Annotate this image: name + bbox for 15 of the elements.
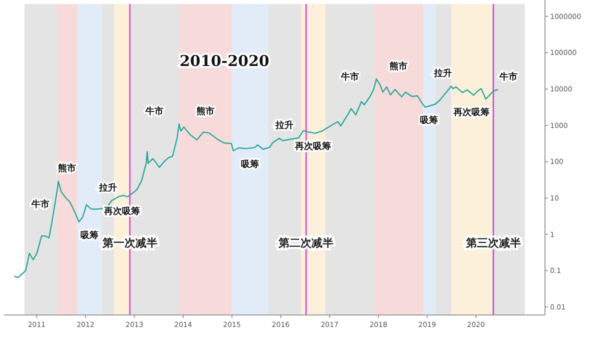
- band-label: 拉升: [274, 120, 294, 131]
- band-label: 熊市: [390, 60, 408, 72]
- band-label: 吸筹: [241, 158, 260, 170]
- band-label: 拉升: [98, 182, 117, 194]
- text: 2010-2020: [180, 52, 270, 70]
- band-label: 熊市: [58, 163, 76, 174]
- band-label: 牛市: [498, 72, 518, 83]
- band-label: 吸筹: [420, 115, 438, 126]
- band-label: 牛市: [144, 106, 164, 117]
- band-label: 牛市: [340, 72, 359, 83]
- band-label: 吸筹: [80, 230, 99, 241]
- band-label: 牛市: [30, 198, 50, 210]
- band-label: 熊市: [196, 106, 214, 117]
- band-label: 再次吸筹: [452, 107, 490, 118]
- band-label: 拉升: [433, 68, 452, 80]
